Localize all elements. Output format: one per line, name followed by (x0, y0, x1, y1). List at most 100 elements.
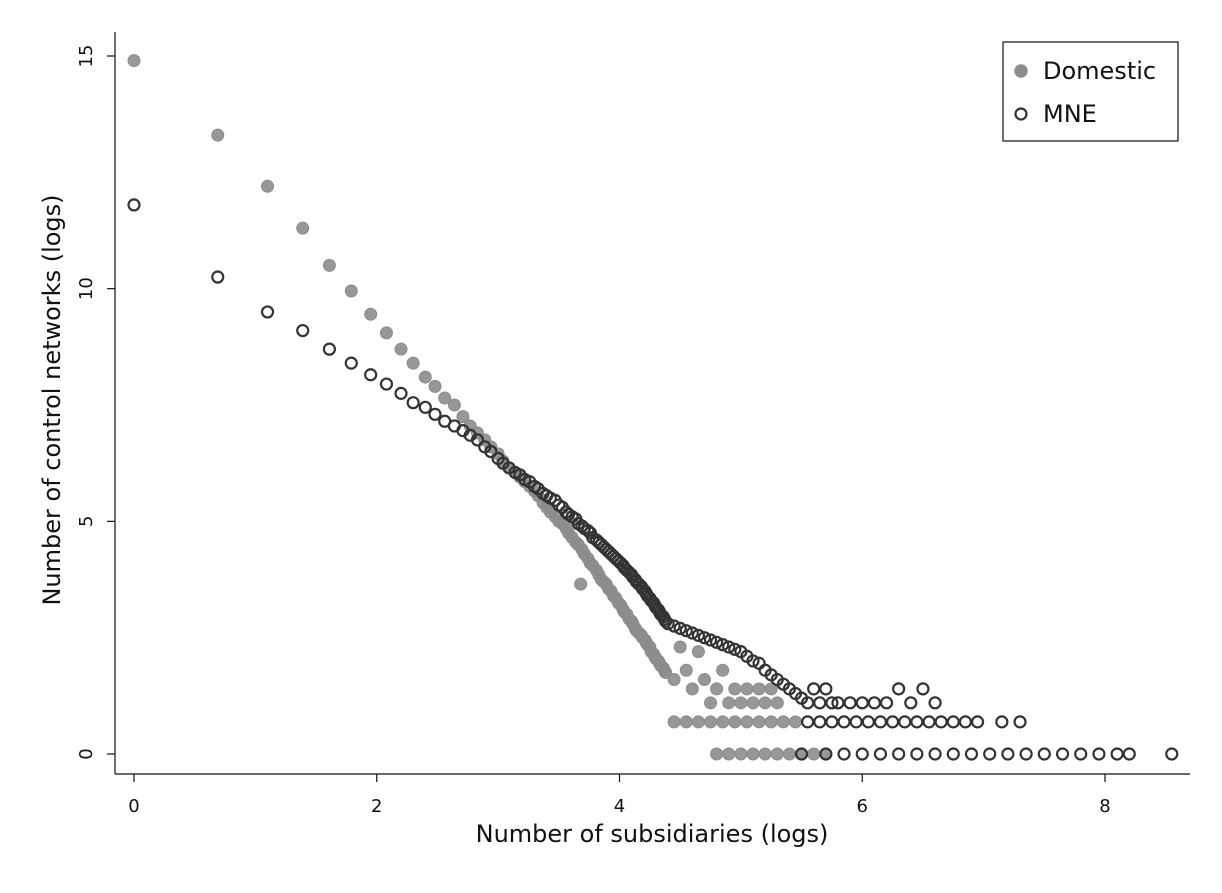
domestic-point (752, 715, 766, 729)
mne-point (983, 747, 997, 761)
domestic-point (691, 715, 705, 729)
mne-point (885, 715, 900, 729)
x-tick-label: 4 (614, 796, 625, 817)
mne-point (928, 696, 942, 710)
domestic-point (728, 682, 742, 696)
mne-point (418, 400, 432, 414)
mne-point (1037, 747, 1051, 761)
domestic-point (764, 715, 778, 729)
domestic-point (770, 696, 784, 710)
domestic-point (716, 715, 730, 729)
mne-point (484, 444, 498, 459)
mne-point (667, 619, 681, 633)
mne-point (1110, 747, 1124, 761)
mne-point (964, 747, 979, 761)
mne-point (873, 715, 888, 729)
mne-point (910, 715, 924, 729)
domestic-point (704, 696, 718, 710)
domestic-point (659, 666, 673, 680)
mne-point (861, 715, 875, 729)
mne-point (697, 631, 712, 645)
mne-point (855, 747, 869, 761)
mne-point (831, 696, 845, 710)
mne-point (1165, 747, 1179, 761)
domestic-point (211, 128, 225, 142)
mne-point (849, 715, 863, 729)
domestic-point (764, 682, 778, 696)
mne-point (428, 407, 442, 421)
mne-point (746, 654, 760, 668)
mne-point (995, 715, 1009, 729)
mne-point (470, 433, 485, 447)
y-tick-label: 10 (76, 277, 97, 300)
domestic-point (746, 696, 760, 710)
mne-point (819, 682, 833, 696)
mne-point (892, 682, 906, 696)
legend-label-mne: MNE (1043, 100, 1097, 128)
mne-point (898, 715, 912, 729)
mne-point (260, 305, 275, 319)
domestic-point (673, 640, 687, 654)
legend-marker-domestic (1014, 64, 1028, 78)
mne-point (819, 747, 833, 761)
domestic-point (758, 696, 772, 710)
mne-point (916, 682, 930, 696)
mne-point (127, 198, 141, 212)
x-tick-label: 2 (371, 796, 382, 817)
domestic-point (788, 715, 802, 729)
mne-point (813, 715, 827, 729)
legend: Domestic MNE (1002, 41, 1179, 142)
mne-point (794, 747, 809, 761)
mne-point (807, 682, 821, 696)
domestic-point (710, 747, 724, 761)
mne-point (691, 628, 705, 642)
mne-point (922, 715, 936, 729)
mne-point (364, 368, 378, 382)
domestic-point (344, 284, 358, 298)
domestic-point (710, 682, 724, 696)
domestic-point (746, 747, 760, 761)
mne-point (679, 624, 693, 638)
mne-point (928, 747, 942, 761)
y-ticks: 0 5 10 15 (76, 45, 115, 760)
mne-point (970, 715, 985, 729)
mne-point (825, 696, 839, 710)
domestic-point (394, 342, 408, 356)
domestic-point (752, 682, 766, 696)
mne-point (322, 342, 337, 356)
mne-point (1074, 747, 1088, 761)
x-axis-label: Number of subsidiaries (logs) (476, 820, 829, 848)
legend-box (1002, 41, 1179, 142)
mne-point (709, 635, 724, 649)
x-tick-label: 8 (1099, 796, 1110, 817)
mne-point (394, 386, 408, 400)
x-ticks: 0 2 4 6 8 (128, 774, 1111, 817)
mne-point (673, 621, 687, 635)
domestic-point (438, 391, 452, 405)
mne-point (344, 356, 358, 370)
domestic-point (406, 356, 420, 370)
domestic-point (734, 696, 748, 710)
mne-point (879, 696, 894, 710)
domestic-point (322, 258, 336, 272)
mne-point (1092, 747, 1106, 761)
y-tick-label: 0 (76, 748, 97, 759)
domestic-point (428, 379, 442, 393)
domestic-point (667, 715, 681, 729)
mne-point (855, 696, 869, 710)
x-tick-label: 6 (857, 796, 868, 817)
domestic-point (685, 682, 699, 696)
mne-point (1013, 715, 1027, 729)
x-tick-label: 0 (128, 796, 139, 817)
domestic-point (447, 398, 461, 412)
domestic-point (127, 54, 141, 68)
legend-label-domestic: Domestic (1043, 57, 1156, 85)
domestic-point (418, 370, 432, 384)
mne-point (843, 696, 857, 710)
y-tick-label: 15 (76, 45, 97, 68)
domestic-point (456, 410, 470, 424)
domestic-point (770, 747, 784, 761)
mne-point (837, 715, 851, 729)
